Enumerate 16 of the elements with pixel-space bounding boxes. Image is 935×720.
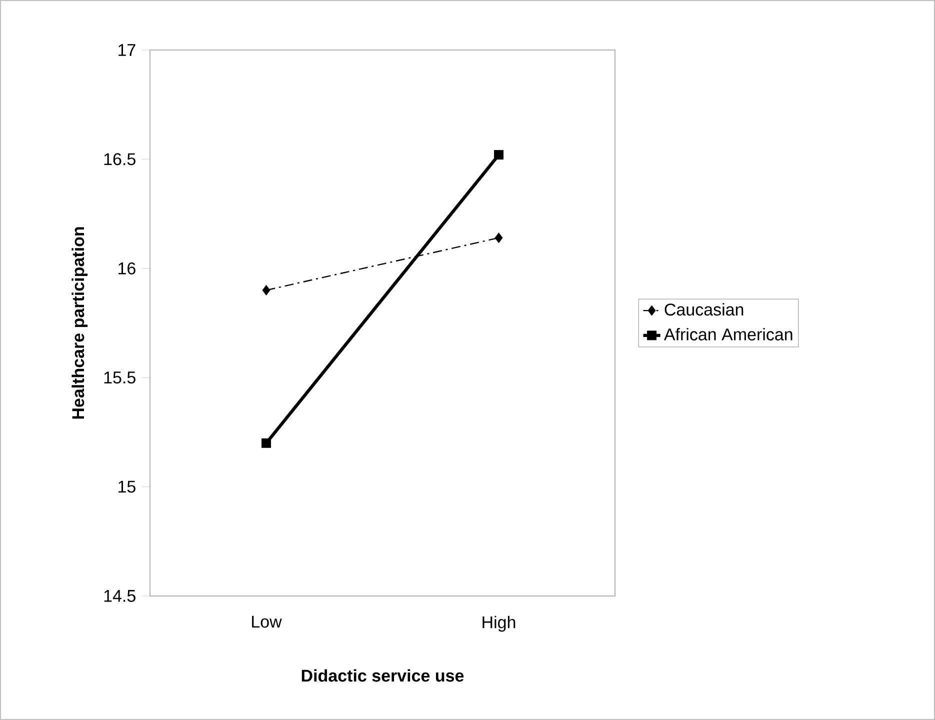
x-tick-label: Low xyxy=(252,616,282,628)
y-tick-label: 16 xyxy=(118,262,136,274)
point xyxy=(494,150,504,160)
x-axis-title: Didactic service use xyxy=(302,669,464,682)
legend-label: African American xyxy=(664,328,792,340)
legend-label: Caucasian xyxy=(664,303,744,316)
y-tick-label: 14.5 xyxy=(104,590,136,602)
point xyxy=(494,232,503,244)
y-tick-label: 15.5 xyxy=(104,372,136,384)
y-axis-title: Healthcare participation xyxy=(72,227,88,419)
y-tick-label: 17 xyxy=(118,44,136,56)
x-tick-label: High xyxy=(482,616,516,632)
point xyxy=(262,438,272,448)
y-tick-label: 16.5 xyxy=(104,153,136,166)
y-tick-label: 15 xyxy=(118,480,136,493)
point xyxy=(262,284,270,296)
